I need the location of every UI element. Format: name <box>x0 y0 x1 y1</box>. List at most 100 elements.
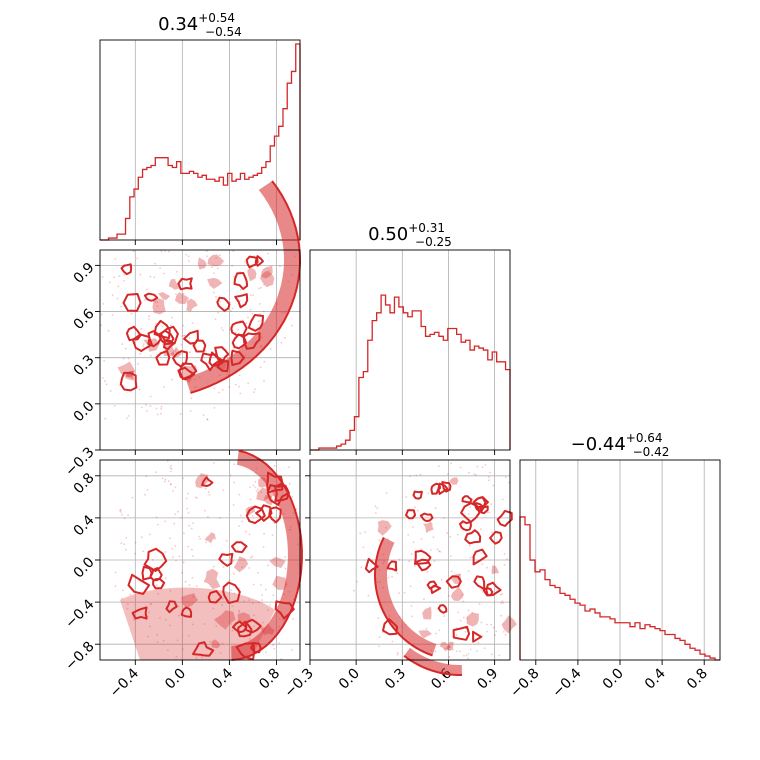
sample-point <box>155 322 157 325</box>
sample-point <box>231 307 234 310</box>
sample-point <box>161 477 164 480</box>
sample-point <box>427 492 430 495</box>
sample-point <box>172 556 175 559</box>
sample-point <box>125 537 128 539</box>
sample-point <box>183 334 185 337</box>
sample-point <box>397 651 399 654</box>
contour-outline <box>374 536 433 657</box>
sample-point <box>156 413 159 416</box>
sample-point <box>263 532 265 535</box>
sample-point <box>213 407 216 409</box>
contour-level <box>386 560 398 572</box>
sample-point <box>190 527 193 530</box>
contour-level <box>235 642 256 661</box>
sample-point <box>122 357 125 360</box>
sample-point <box>284 556 286 558</box>
contour-level <box>207 277 223 289</box>
contour-level <box>237 620 253 638</box>
sample-point <box>148 315 151 318</box>
sample-point <box>486 630 488 633</box>
sample-point <box>273 647 276 650</box>
sample-point <box>159 267 162 270</box>
sample-point <box>169 466 172 469</box>
sample-point <box>288 482 291 485</box>
x-tick-label: 0.3 <box>382 666 409 693</box>
sample-point <box>267 609 269 611</box>
sample-point <box>503 553 506 555</box>
contour-outline <box>190 180 301 394</box>
sample-point <box>440 578 443 581</box>
contour-level <box>412 490 423 500</box>
contour-level <box>177 277 193 291</box>
sample-point <box>456 533 459 536</box>
contour-level <box>211 639 221 649</box>
contour-level <box>452 625 471 641</box>
sample-point <box>188 260 190 262</box>
y-tick-label: 0.6 <box>71 306 98 333</box>
sample-point <box>410 553 413 555</box>
sample-point <box>167 480 170 482</box>
contour-level <box>449 477 459 485</box>
contour-band <box>120 587 275 660</box>
sample-point <box>252 294 254 296</box>
contour-level <box>152 297 166 315</box>
sample-point <box>503 631 505 633</box>
sample-point <box>196 497 198 499</box>
sample-point <box>219 516 221 519</box>
sample-point <box>257 287 260 290</box>
contour-level <box>445 641 454 651</box>
contour-level <box>255 504 273 522</box>
sample-point <box>157 523 159 526</box>
sample-point <box>178 555 181 558</box>
contour-level <box>208 351 224 367</box>
sample-point <box>174 350 177 352</box>
sample-point <box>423 598 425 601</box>
y-tick-label: 0.0 <box>71 398 98 425</box>
sample-point <box>195 585 198 588</box>
sample-point <box>439 550 441 553</box>
sample-point <box>140 406 143 409</box>
sample-point <box>264 588 267 591</box>
contour-level <box>464 529 482 545</box>
sample-point <box>249 308 252 311</box>
sample-point <box>205 541 207 544</box>
sample-point <box>172 490 174 492</box>
sample-point <box>476 650 478 652</box>
contour-level <box>364 557 379 574</box>
sample-point <box>478 603 481 606</box>
sample-point <box>396 572 399 575</box>
sample-point <box>212 565 215 568</box>
sample-point <box>138 388 141 391</box>
contour-band <box>231 450 302 660</box>
sample-point <box>481 591 484 593</box>
contour-level <box>204 532 216 544</box>
sample-point <box>251 514 254 517</box>
sample-point <box>175 656 178 658</box>
x-tick-label: 0.0 <box>336 666 363 693</box>
contour-level <box>437 604 448 614</box>
sample-point <box>233 275 235 278</box>
sample-point <box>167 649 169 652</box>
sample-point <box>156 633 159 636</box>
sample-point <box>248 567 251 569</box>
sample-point <box>181 571 184 574</box>
sample-point <box>501 593 504 596</box>
sample-point <box>222 329 224 332</box>
sample-point <box>114 258 117 260</box>
sample-point <box>467 657 469 660</box>
sample-point <box>469 648 472 651</box>
contour-level <box>201 476 214 487</box>
sample-point <box>280 341 283 344</box>
sample-point <box>231 605 234 608</box>
sample-point <box>134 541 137 544</box>
title-param3-plus: +0.64 <box>626 431 663 445</box>
sample-point <box>114 571 117 574</box>
sample-point <box>247 316 249 319</box>
sample-point <box>374 505 377 508</box>
contour-level <box>460 502 481 523</box>
sample-point <box>465 654 468 657</box>
contour-level <box>250 642 262 654</box>
sample-point <box>218 391 221 394</box>
sample-point <box>353 589 355 592</box>
sample-point <box>463 616 465 619</box>
